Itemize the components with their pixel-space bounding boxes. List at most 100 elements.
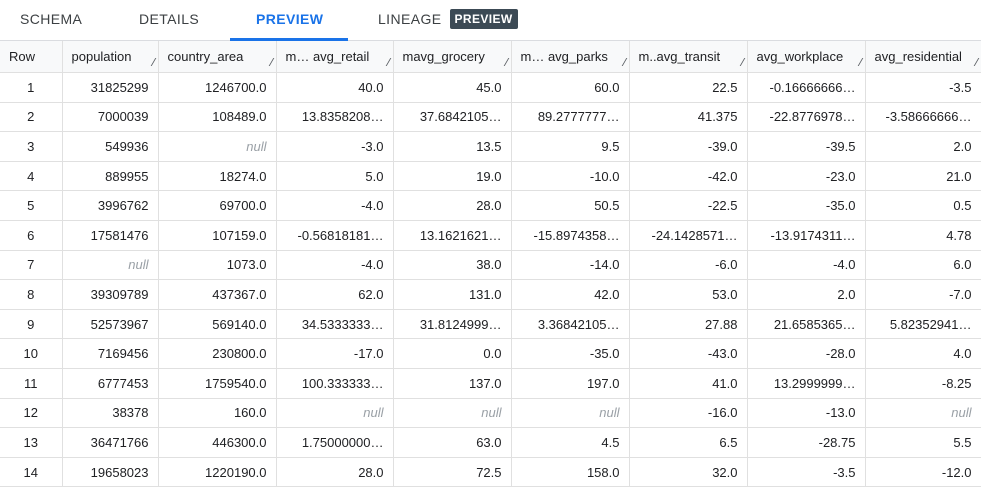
table-cell: 53.0 <box>628 279 748 310</box>
table-cell: 4.78 <box>864 219 981 251</box>
table-cell: 6.0 <box>864 249 981 281</box>
row-number: 14 <box>0 456 63 487</box>
tab-preview[interactable]: PREVIEW <box>256 11 324 27</box>
table-row: 11 6777453 1759540.0 100.333333… 137.0 197.0 4… <box>0 367 981 399</box>
table-cell: 549936 <box>61 131 159 162</box>
table-cell: -16.0 <box>628 397 748 429</box>
table-cell: -0.16666666… <box>746 72 866 103</box>
table-cell: 6.5 <box>628 427 748 458</box>
table-cell: null <box>157 131 277 162</box>
table-cell: 45.0 <box>392 72 512 103</box>
table-cell: 3996762 <box>61 190 159 221</box>
table-cell: 108489.0 <box>157 101 277 133</box>
table-cell: 13.8358208… <box>275 101 394 133</box>
row-number: 1 <box>0 72 63 103</box>
table-row: 9 52573967 569140.0 34.5333333… 31.8124999… 3… <box>0 308 981 340</box>
tab-details[interactable]: DETAILS <box>139 11 200 27</box>
table-row: 1 31825299 1246700.0 40.0 45.0 60.0 22.5 -0.166… <box>0 72 981 103</box>
table-cell: -10.0 <box>510 160 630 192</box>
table-body: 1 31825299 1246700.0 40.0 45.0 60.0 22.5 -0.166… <box>0 72 981 487</box>
table-cell: 1073.0 <box>157 249 277 281</box>
table-cell: -23.0 <box>746 160 866 192</box>
table-cell: -17.0 <box>275 338 394 369</box>
tab-bar: SCHEMA DETAILS PREVIEW LINEAGE PREVIEW <box>0 0 981 41</box>
table-cell: 50.5 <box>510 190 630 221</box>
table-cell: -4.0 <box>746 249 866 281</box>
table-cell: -0.56818181… <box>275 219 394 251</box>
table-cell: 2.0 <box>746 279 866 310</box>
table-cell: -35.0 <box>746 190 866 221</box>
table-cell: -4.0 <box>275 249 394 281</box>
column-header-mavg-grocery[interactable]: mavg_grocery <box>392 41 512 73</box>
table-cell: -35.0 <box>510 338 630 369</box>
table-cell: 889955 <box>61 160 159 192</box>
table-cell: 1759540.0 <box>157 367 277 399</box>
column-header-country-area[interactable]: country_area <box>157 41 277 73</box>
row-number: 6 <box>0 219 63 251</box>
column-header-avg-residential[interactable]: avg_residential <box>864 41 981 73</box>
table-cell: 27.88 <box>628 308 748 340</box>
table-cell: 1220190.0 <box>157 456 277 487</box>
table-cell: 13.1621621… <box>392 219 512 251</box>
tab-lineage[interactable]: LINEAGE PREVIEW <box>378 0 518 39</box>
column-header-label: m..avg_transit <box>638 49 721 64</box>
table-cell: 89.2777777… <box>510 101 630 133</box>
table-cell: -3.5 <box>746 456 866 487</box>
table-cell: -24.1428571… <box>628 219 748 251</box>
table-cell: 13.2999999… <box>746 367 866 399</box>
table-cell: 62.0 <box>275 279 394 310</box>
table-cell: 0.5 <box>864 190 981 221</box>
column-header-Row[interactable]: Row <box>0 41 63 73</box>
table-cell: 63.0 <box>392 427 512 458</box>
table-cell: 7000039 <box>61 101 159 133</box>
table-header: Row population country_area m… avg_retail ma… <box>0 41 981 73</box>
table-cell: 1246700.0 <box>157 72 277 103</box>
row-number: 11 <box>0 367 63 399</box>
column-header-mavg-retail[interactable]: m… avg_retail <box>275 41 394 73</box>
table-cell: -22.5 <box>628 190 748 221</box>
table-cell: 5.5 <box>864 427 981 458</box>
table-cell: 7169456 <box>61 338 159 369</box>
table-cell: 69700.0 <box>157 190 277 221</box>
table-cell: 107159.0 <box>157 219 277 251</box>
table-row: 2 7000039 108489.0 13.8358208… 37.6842105… 89… <box>0 101 981 133</box>
table-cell: 4.5 <box>510 427 630 458</box>
table-cell: null <box>864 397 981 429</box>
table-cell: 19.0 <box>392 160 512 192</box>
active-tab-indicator <box>230 38 348 41</box>
table-cell: 28.0 <box>392 190 512 221</box>
table-cell: 5.82352941… <box>864 308 981 340</box>
table-row: 12 38378 160.0 null null null -16.0 -13.0 null <box>0 397 981 429</box>
table-cell: 160.0 <box>157 397 277 429</box>
column-header-mavg-parks[interactable]: m… avg_parks <box>510 41 630 73</box>
table-cell: 36471766 <box>61 427 159 458</box>
preview-table: Row population country_area m… avg_retail ma… <box>0 41 981 487</box>
row-number: 7 <box>0 249 63 281</box>
table-row: 13 36471766 446300.0 1.75000000… 63.0 4.5 6.5-… <box>0 427 981 458</box>
table-cell: 4.0 <box>864 338 981 369</box>
table-row: 5 3996762 69700.0 -4.0 28.0 50.5 -22.5 -35.0 0.5 <box>0 190 981 221</box>
table-cell: 39309789 <box>61 279 159 310</box>
table-cell: 28.0 <box>275 456 394 487</box>
column-header-population[interactable]: population <box>61 41 159 73</box>
table-cell: -7.0 <box>864 279 981 310</box>
table-cell: -3.0 <box>275 131 394 162</box>
table-cell: 21.6585365… <box>746 308 866 340</box>
column-header-label: m… avg_parks <box>520 49 608 64</box>
column-header-avg-workplace[interactable]: avg_workplace <box>746 41 866 73</box>
table-row: 7 null 1073.0 -4.0 38.0 -14.0 -6.0 -4.0 6.0 <box>0 249 981 281</box>
table-row: 8 39309789 437367.0 62.0 131.0 42.0 53.0 2.0 -7.… <box>0 279 981 310</box>
table-cell: 197.0 <box>510 367 630 399</box>
table-cell: -8.25 <box>864 367 981 399</box>
column-header-label: mavg_grocery <box>402 49 485 64</box>
table-cell: 21.0 <box>864 160 981 192</box>
table-cell: -28.75 <box>746 427 866 458</box>
column-header-label: Row <box>9 49 36 64</box>
row-number: 13 <box>0 427 63 458</box>
column-header-mavg-transit[interactable]: m..avg_transit <box>628 41 748 73</box>
table-cell: 137.0 <box>392 367 512 399</box>
column-header-label: avg_workplace <box>756 49 844 64</box>
tab-schema[interactable]: SCHEMA <box>20 11 83 27</box>
column-header-label: avg_residential <box>874 49 962 64</box>
table-cell: 32.0 <box>628 456 748 487</box>
